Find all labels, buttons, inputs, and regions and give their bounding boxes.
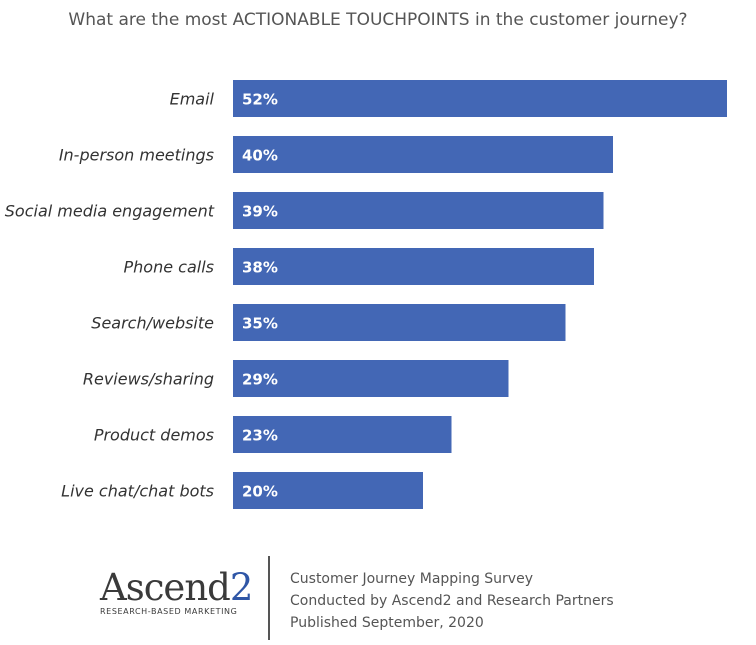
bar-5 [233, 360, 509, 397]
bar-0 [233, 80, 727, 117]
ascend2-logo: Ascend2 RESEARCH-BASED MARKETING [100, 566, 254, 628]
value-label-6: 23% [242, 427, 278, 445]
value-label-5: 29% [242, 371, 278, 389]
logo-name: Ascend [100, 566, 231, 609]
category-label-6: Product demos [94, 426, 214, 445]
value-label-0: 52% [242, 91, 278, 109]
footer-divider [268, 556, 270, 640]
chart-title: What are the most ACTIONABLE TOUCHPOINTS… [68, 10, 688, 30]
value-label-1: 40% [242, 147, 278, 165]
category-label-3: Phone calls [124, 258, 214, 277]
credits-conducted-by: Conducted by Ascend2 and Research Partne… [290, 593, 614, 609]
value-label-3: 38% [242, 259, 278, 277]
category-label-5: Reviews/sharing [83, 370, 214, 389]
category-label-2: Social media engagement [5, 202, 215, 221]
bar-7 [233, 472, 423, 509]
survey-credits: Customer Journey Mapping Survey Conducte… [290, 568, 614, 634]
category-label-7: Live chat/chat bots [61, 482, 214, 501]
category-label-0: Email [170, 90, 215, 109]
bar-4 [233, 304, 566, 341]
bar-1 [233, 136, 613, 173]
logo-tagline: RESEARCH-BASED MARKETING [100, 607, 238, 616]
credits-published: Published September, 2020 [290, 615, 484, 631]
value-label-2: 39% [242, 203, 278, 221]
category-label-1: In-person meetings [59, 146, 214, 165]
credits-survey-name: Customer Journey Mapping Survey [290, 571, 533, 587]
bar-6 [233, 416, 452, 453]
logo-wordmark: Ascend2 [100, 566, 254, 609]
category-label-4: Search/website [91, 314, 214, 333]
bar-2 [233, 192, 604, 229]
logo-digit: 2 [229, 566, 254, 609]
bar-3 [233, 248, 594, 285]
value-label-7: 20% [242, 483, 278, 501]
value-label-4: 35% [242, 315, 278, 333]
bar-chart: Email 52% In-person meetings 40% Social medi… [5, 80, 727, 509]
